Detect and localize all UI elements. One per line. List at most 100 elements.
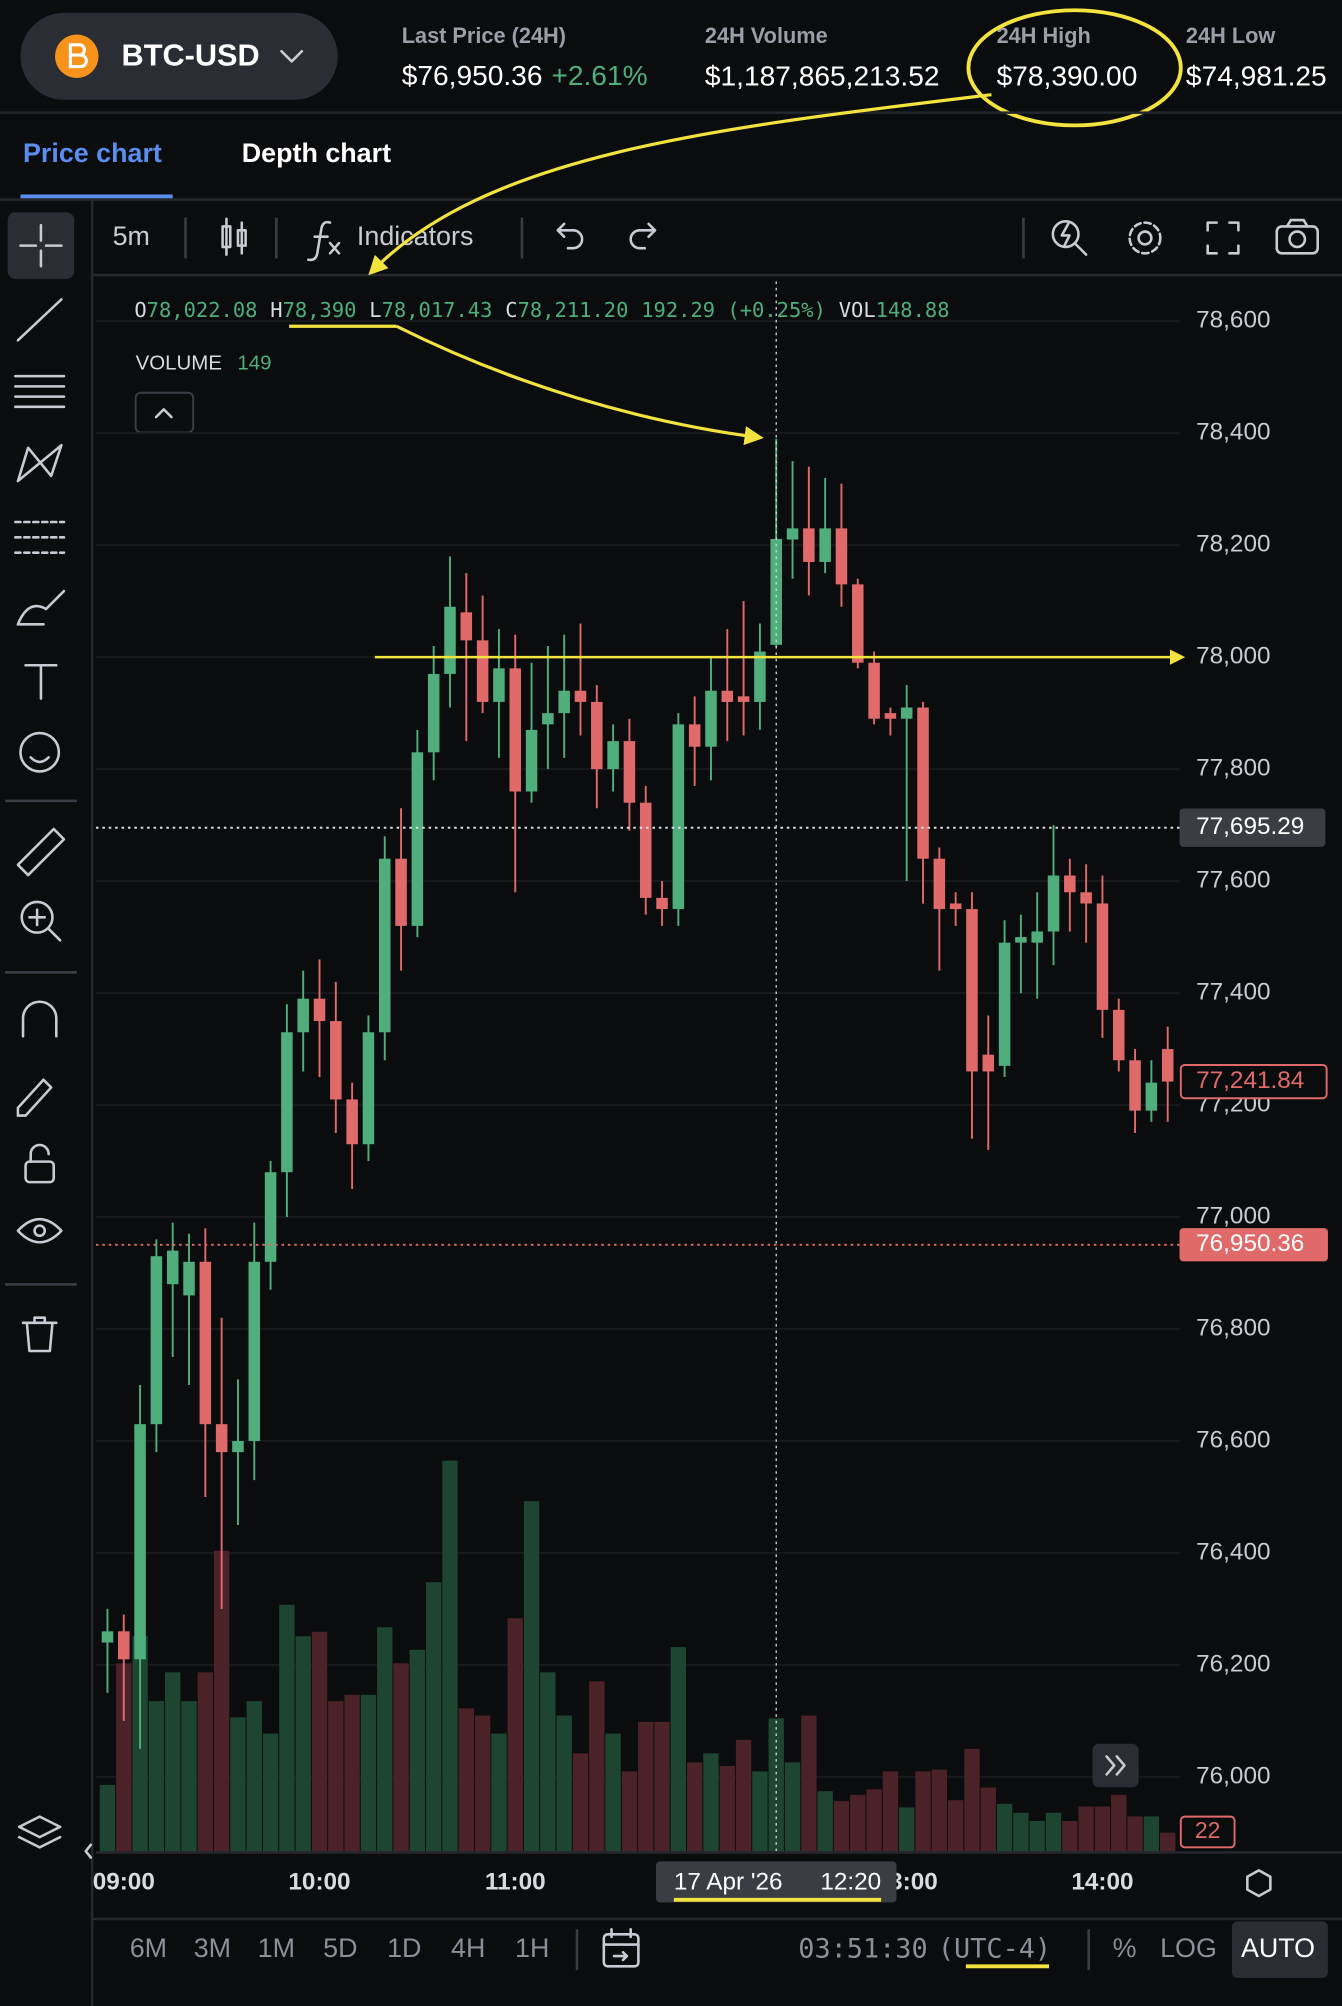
- candle-body: [949, 903, 962, 910]
- projection-tool[interactable]: [14, 520, 66, 554]
- candle-body: [656, 897, 668, 910]
- legend-value: 78,017.43: [382, 298, 493, 322]
- scale-option[interactable]: AUTO: [1241, 1933, 1315, 1963]
- range-button[interactable]: 3M: [194, 1933, 231, 1963]
- candle-body: [1145, 1082, 1158, 1111]
- camera-icon[interactable]: [1275, 218, 1319, 255]
- tab[interactable]: Depth chart: [242, 138, 391, 168]
- y-tick-label: 77,800: [1196, 755, 1270, 782]
- magnet-tool[interactable]: [21, 1000, 58, 1038]
- volume-bar: [279, 1604, 295, 1853]
- y-tick-label: 76,000: [1196, 1762, 1270, 1789]
- line-tool[interactable]: [16, 298, 63, 342]
- volume-bar: [1013, 1812, 1029, 1853]
- delete-tool[interactable]: [21, 1316, 58, 1353]
- volume-bar: [833, 1801, 850, 1853]
- candle-body: [509, 668, 522, 792]
- range-button[interactable]: 5D: [323, 1933, 357, 1963]
- interval[interactable]: 5m: [113, 221, 150, 251]
- volume-bar: [1045, 1812, 1062, 1853]
- y-tick-label: 78,600: [1196, 307, 1270, 334]
- x-tick-label: 09:00: [93, 1869, 155, 1896]
- volume-bar: [197, 1672, 214, 1853]
- collapse-button[interactable]: [134, 391, 195, 434]
- candle-body: [378, 858, 391, 1033]
- volume-bar: [686, 1762, 703, 1853]
- undo[interactable]: [556, 222, 584, 250]
- range-button[interactable]: 1D: [387, 1933, 421, 1963]
- fib-tool[interactable]: [14, 374, 66, 409]
- pattern-tool[interactable]: [16, 443, 63, 483]
- redo[interactable]: [629, 222, 657, 250]
- collapse-arrow[interactable]: [84, 1843, 93, 1859]
- candle-body: [737, 696, 750, 702]
- legend-key: O: [134, 298, 146, 322]
- candle-body: [1113, 1009, 1125, 1061]
- text-tool[interactable]: [24, 663, 58, 700]
- lock-drawing-tool[interactable]: [16, 1078, 53, 1117]
- candle-body: [607, 741, 619, 770]
- ruler-tool[interactable]: [16, 827, 66, 877]
- volume-bar: [964, 1748, 980, 1853]
- range-group: 6M 3M 1M 5D 1D 4H 1H: [130, 1933, 550, 1963]
- volume-bar: [931, 1769, 948, 1853]
- candle-body: [313, 998, 326, 1022]
- legend-key: C: [505, 298, 517, 322]
- scale-option[interactable]: %: [1113, 1933, 1137, 1963]
- unlock-tool[interactable]: [24, 1143, 56, 1184]
- crosshair-tool[interactable]: [19, 223, 63, 268]
- timezone[interactable]: (UTC-4): [938, 1933, 1051, 1964]
- candle-body: [1080, 892, 1092, 904]
- tool-selected[interactable]: [7, 212, 75, 279]
- volume-bar: [409, 1649, 426, 1853]
- candle-body: [688, 724, 701, 747]
- crosshair-time: 12:20: [820, 1869, 881, 1896]
- volume-bar: [899, 1807, 915, 1853]
- axis-settings[interactable]: [1246, 1869, 1272, 1898]
- candle-body: [770, 538, 782, 645]
- candle-body: [232, 1440, 244, 1453]
- scale-option[interactable]: LOG: [1160, 1933, 1217, 1963]
- range-button[interactable]: 1M: [258, 1933, 295, 1963]
- date-picker[interactable]: [602, 1927, 640, 1968]
- tab[interactable]: Price chart: [23, 138, 162, 168]
- x-tick-label: 11:00: [485, 1869, 546, 1896]
- brush-tool[interactable]: [16, 589, 66, 626]
- volume-bar: [784, 1762, 801, 1853]
- search-icon[interactable]: [1051, 220, 1088, 256]
- candle-body: [118, 1631, 130, 1660]
- fullscreen-icon[interactable]: [1206, 221, 1240, 255]
- legend-change: 192.29 (+0.25%): [641, 298, 826, 322]
- candle-body: [150, 1256, 163, 1425]
- candle-type-icon[interactable]: [221, 217, 247, 256]
- volume-bar: [817, 1791, 833, 1853]
- visibility-tool[interactable]: [16, 1217, 63, 1244]
- volume-bar: [703, 1753, 719, 1853]
- candle-body: [346, 1099, 358, 1145]
- legend-value: 149: [237, 352, 271, 375]
- settings-icon[interactable]: [1128, 221, 1162, 255]
- candle-body: [427, 673, 440, 753]
- layers-tool[interactable]: [17, 1815, 62, 1849]
- emoji-tool[interactable]: [19, 731, 61, 773]
- candle-body: [639, 802, 652, 898]
- stat-value: $76,950.36: [402, 60, 543, 91]
- range-button[interactable]: 1H: [515, 1933, 549, 1963]
- candle-body: [982, 1054, 995, 1072]
- clock-time: 03:51:30: [798, 1933, 927, 1964]
- symbol-selector[interactable]: [20, 12, 338, 100]
- close-price-label: 77,241.84: [1196, 1067, 1304, 1094]
- stat-label: 24H Low: [1186, 23, 1275, 48]
- zoom-tool[interactable]: [20, 900, 62, 942]
- range-button[interactable]: 4H: [451, 1933, 485, 1963]
- candle-body: [281, 1032, 293, 1173]
- x-tick-label: 10:00: [288, 1869, 350, 1896]
- stat-label: 24H Volume: [705, 23, 828, 48]
- stat-value: $1,187,865,213.52: [705, 60, 940, 91]
- range-button[interactable]: 6M: [130, 1933, 167, 1963]
- volume-bar: [589, 1681, 605, 1853]
- candle-body: [786, 528, 799, 540]
- candle-body: [623, 741, 636, 803]
- candle-body: [819, 528, 831, 562]
